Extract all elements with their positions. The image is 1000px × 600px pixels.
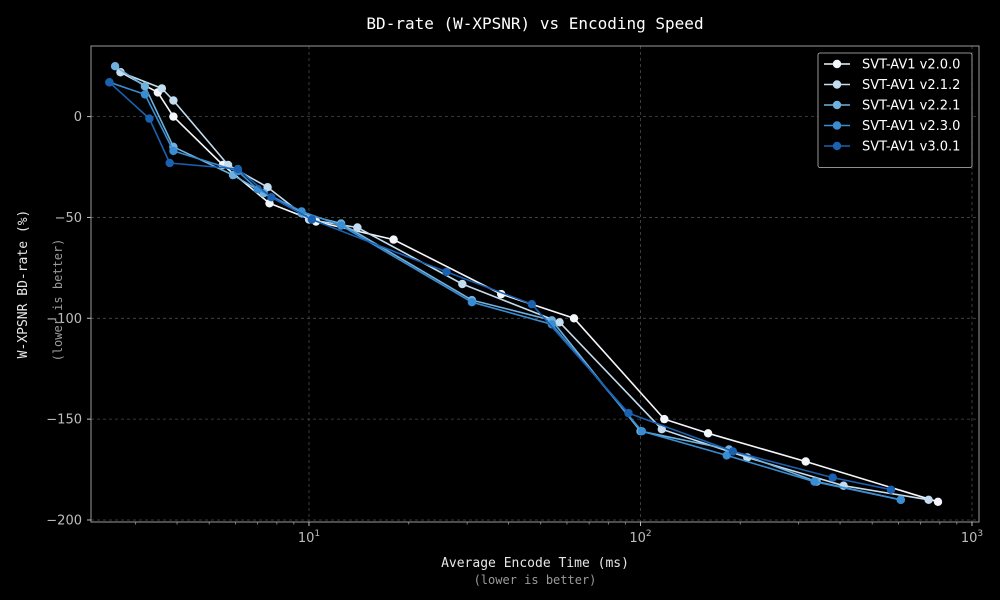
y-tick-label: −200 [46,513,82,528]
data-point [169,112,178,121]
legend-swatch-marker [832,100,842,110]
data-point [105,78,114,87]
data-point [233,164,242,174]
legend-label: SVT-AV1 v3.0.1 [862,140,960,155]
data-point [165,158,174,168]
legend-label: SVT-AV1 v2.2.1 [862,99,960,114]
data-point [140,82,150,91]
x-tick-label: 102 [629,529,651,546]
data-point [140,90,150,99]
data-point [703,429,713,438]
legend: SVT-AV1 v2.0.0 SVT-AV1 v2.1.2 SVT-AV1 v2.2… [817,52,973,168]
legend-label: SVT-AV1 v2.0.0 [862,58,960,73]
data-point [307,215,316,224]
data-point [116,68,125,77]
legend-label: SVT-AV1 v2.1.2 [862,78,960,93]
data-point [801,457,810,466]
data-point [810,477,819,486]
data-point [637,427,647,436]
data-point [157,84,167,93]
data-point [336,221,346,230]
y-axis-label: W-XPSNR BD-rate (%) [16,210,31,359]
y-tick-label: −150 [46,413,82,428]
data-point [527,300,536,309]
data-point [722,451,731,460]
data-point [267,193,276,202]
data-point [924,495,933,504]
data-point [828,473,837,482]
plot-frame [90,45,980,523]
data-point [458,279,467,289]
legend-entry: SVT-AV1 v2.0.0 [824,58,960,73]
data-point [389,235,398,244]
y-tick-label: −100 [46,312,82,327]
data-point [896,495,905,504]
data-point [442,267,451,277]
data-point [353,223,362,232]
x-tick-base: 10 [961,531,978,546]
legend-entry: SVT-AV1 v2.1.2 [824,78,960,93]
data-point [933,497,943,506]
x-tick-exponent: 2 [646,529,652,539]
data-point [169,96,178,105]
data-point [728,447,738,456]
x-tick-label: 103 [961,529,983,546]
series-layer [105,61,943,506]
legend-swatch-marker [832,141,842,151]
y-tick-label: 0 [74,110,82,125]
legend-label: SVT-AV1 v2.3.0 [862,119,960,134]
series-line [108,81,892,491]
data-point [110,61,120,71]
legend-entry: SVT-AV1 v2.3.0 [824,119,960,134]
y-tick-label: −50 [55,211,82,226]
x-tick-label: 101 [298,529,320,546]
x-axis-label: Average Encode Time (ms) [441,556,629,571]
legend-entry: SVT-AV1 v2.2.1 [824,99,960,114]
data-point [547,320,556,329]
grid-layer [91,46,979,522]
legend-box [817,52,973,168]
x-tick-base: 10 [629,531,646,546]
chart-title: BD-rate (W-XPSNR) vs Encoding Speed [366,14,703,33]
data-point [569,314,579,323]
series-4 [105,78,896,494]
legend-swatch-marker [832,59,842,69]
x-axis-note: (lower is better) [474,573,597,587]
data-point [145,114,154,123]
data-point [467,298,477,307]
data-point [660,414,669,424]
data-point [657,425,666,434]
data-point [886,485,896,494]
x-tick-exponent: 1 [314,529,320,539]
legend-swatch-marker [832,121,842,130]
legend-swatch-marker [832,80,842,89]
data-point [169,146,178,156]
y-axis-note: (lower is better) [51,239,65,362]
legend-entry: SVT-AV1 v3.0.1 [824,140,960,155]
x-tick-base: 10 [298,531,315,546]
data-point [263,183,272,192]
data-point [624,408,633,418]
data-point [555,318,564,327]
x-tick-exponent: 3 [977,529,983,539]
